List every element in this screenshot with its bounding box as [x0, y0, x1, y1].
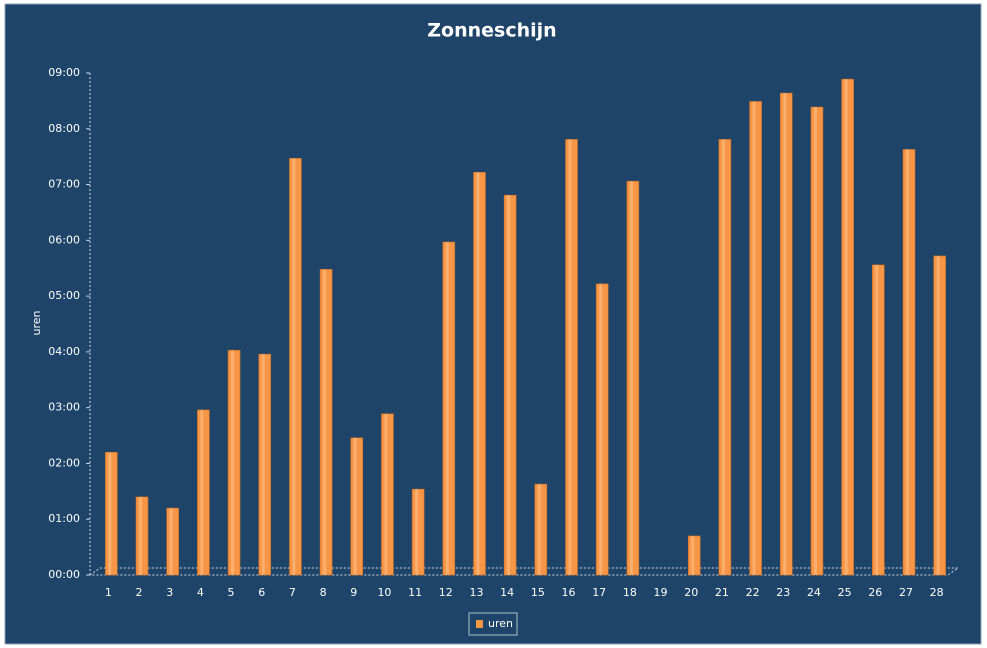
- floor: [89, 567, 960, 576]
- y-tick-label: 03:00: [48, 401, 80, 414]
- x-tick-label: 3: [166, 586, 173, 599]
- bar-highlight: [292, 158, 296, 575]
- x-tick-label: 26: [868, 586, 882, 599]
- bar-highlight: [721, 139, 725, 575]
- bar-highlight: [691, 535, 695, 575]
- bar-highlight: [875, 264, 879, 575]
- bar-highlight: [905, 149, 909, 575]
- bar-highlight: [231, 350, 235, 575]
- bar-highlight: [169, 508, 173, 575]
- bar-highlight: [813, 107, 817, 575]
- bar-highlight: [445, 242, 449, 576]
- x-tick-label: 8: [320, 586, 327, 599]
- bar-highlight: [844, 79, 848, 575]
- y-tick-label: 07:00: [48, 178, 80, 191]
- bar-highlight: [936, 255, 940, 575]
- bar-highlight: [261, 354, 265, 575]
- y-tick-label: 02:00: [48, 456, 80, 469]
- bar-highlight: [568, 139, 572, 575]
- bar-highlight: [507, 195, 511, 576]
- bar-highlight: [629, 181, 633, 575]
- legend-label: uren: [488, 617, 513, 630]
- bar-highlight: [476, 172, 480, 576]
- legend-swatch: [476, 620, 483, 628]
- x-tick-label: 16: [562, 586, 576, 599]
- y-tick-label: 06:00: [48, 233, 80, 246]
- x-tick-label: 5: [228, 586, 235, 599]
- x-tick-label: 12: [439, 586, 453, 599]
- bar-highlight: [139, 496, 143, 575]
- x-tick-label: 4: [197, 586, 204, 599]
- y-tick-label: 04:00: [48, 345, 80, 358]
- x-tick-label: 28: [930, 586, 944, 599]
- x-tick-label: 22: [746, 586, 760, 599]
- x-tick-label: 20: [684, 586, 698, 599]
- x-tick-label: 24: [807, 586, 821, 599]
- x-tick-label: 27: [899, 586, 913, 599]
- x-tick-label: 23: [776, 586, 790, 599]
- x-tick-label: 6: [258, 586, 265, 599]
- x-tick-label: 13: [469, 586, 483, 599]
- x-tick-label: 14: [500, 586, 514, 599]
- chart-area: [4, 3, 982, 645]
- x-tick-label: 25: [838, 586, 852, 599]
- chart-title: Zonneschijn: [427, 20, 556, 42]
- bar-highlight: [783, 93, 787, 575]
- y-tick-label: 01:00: [48, 512, 80, 525]
- x-tick-label: 15: [531, 586, 545, 599]
- bar-highlight: [384, 413, 388, 575]
- bar-highlight: [537, 484, 541, 575]
- y-tick-label: 05:00: [48, 289, 80, 302]
- x-tick-label: 7: [289, 586, 296, 599]
- x-tick-label: 9: [350, 586, 357, 599]
- x-tick-label: 1: [105, 586, 112, 599]
- y-tick-label: 08:00: [48, 122, 80, 135]
- legend-box: [468, 612, 518, 636]
- bar-highlight: [752, 101, 756, 576]
- x-tick-label: 18: [623, 586, 637, 599]
- x-tick-label: 11: [408, 586, 422, 599]
- y-tick-label: 09:00: [48, 66, 80, 79]
- bar-highlight: [415, 489, 419, 575]
- x-tick-label: 2: [136, 586, 143, 599]
- x-tick-label: 17: [592, 586, 606, 599]
- bar-highlight: [599, 283, 603, 575]
- y-axis-label: uren: [30, 310, 43, 335]
- bar-highlight: [200, 409, 204, 575]
- x-tick-label: 21: [715, 586, 729, 599]
- bar-highlight: [323, 269, 327, 575]
- x-tick-label: 10: [377, 586, 391, 599]
- bar-highlight: [108, 452, 112, 575]
- bar-highlight: [353, 437, 357, 575]
- y-tick-label: 00:00: [48, 568, 80, 581]
- x-tick-label: 19: [654, 586, 668, 599]
